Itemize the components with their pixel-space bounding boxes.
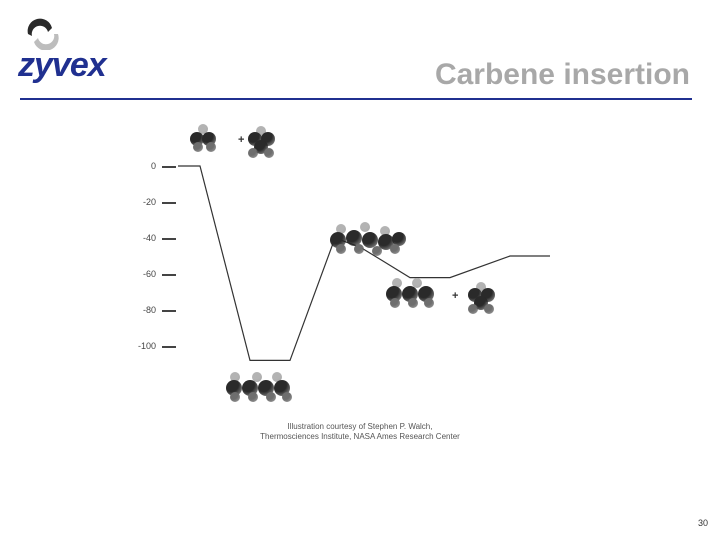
atom — [206, 142, 216, 152]
atom — [484, 304, 494, 314]
atom — [282, 392, 292, 402]
atom — [360, 222, 370, 232]
atom — [193, 142, 203, 152]
logo: zyvex — [18, 18, 106, 85]
credit-line-2: Thermosciences Institute, NASA Ames Rese… — [130, 432, 590, 442]
plus-icon: + — [238, 134, 244, 146]
atom — [248, 148, 258, 158]
energy-path — [130, 120, 590, 450]
slide-title: Carbene insertion — [435, 58, 690, 92]
atom — [354, 244, 364, 254]
atom — [468, 304, 478, 314]
atom — [264, 148, 274, 158]
atom — [408, 298, 418, 308]
plus-icon: + — [452, 290, 458, 302]
page-number: 30 — [698, 518, 708, 528]
logo-text: zyvex — [18, 46, 106, 85]
atom — [266, 392, 276, 402]
atom — [230, 392, 240, 402]
energy-diagram: 0-20-40-60-80-100 ++ Illustration courte… — [130, 120, 590, 450]
atom — [248, 392, 258, 402]
credit-line-1: Illustration courtesy of Stephen P. Walc… — [130, 422, 590, 432]
atom — [336, 244, 346, 254]
slide: zyvex Carbene insertion 0-20-40-60-80-10… — [0, 0, 720, 540]
logo-swirl-icon — [18, 18, 68, 50]
title-underline — [20, 98, 692, 100]
atom — [372, 246, 382, 256]
atom — [390, 244, 400, 254]
atom — [390, 298, 400, 308]
atom — [424, 298, 434, 308]
